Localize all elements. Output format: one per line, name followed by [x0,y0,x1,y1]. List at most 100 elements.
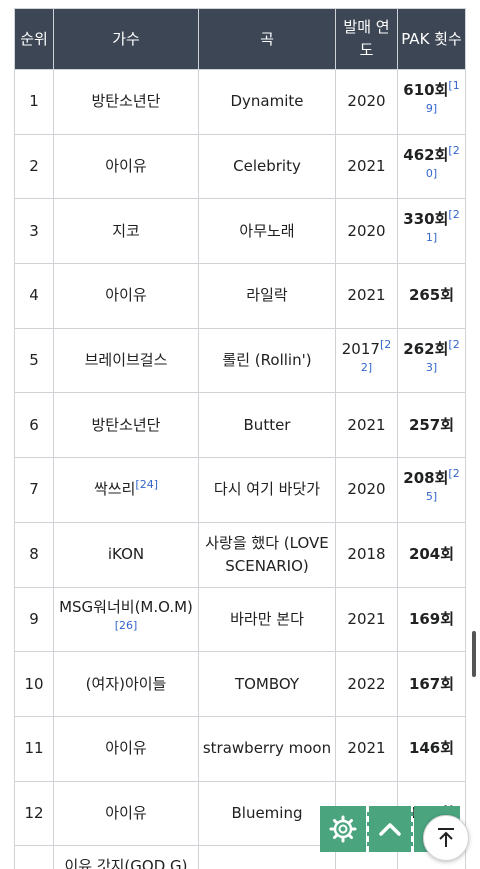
year-cell-text: 2021 [347,739,386,758]
rank-cell: 6 [14,392,54,459]
pak-cell: 169회 [397,586,466,653]
artist-cell: 이유 갓지(GOD G) 않은 이유[27] [53,845,199,869]
year-cell: 2021 [335,392,398,459]
rank-cell-text: 6 [29,415,39,434]
pak-cell: 610회[19] [397,69,466,135]
year-cell-text: 2020 [347,92,386,111]
header-song: 곡 [198,8,336,70]
song-cell: Butter [198,392,336,459]
rank-cell-text: 9 [29,609,39,628]
rank-cell: 4 [14,263,54,329]
table-row: 11 아이유 strawberry moon 2021 146회 [14,715,466,782]
reference-link[interactable]: [24] [135,478,158,492]
reference-link[interactable]: [22] [360,337,392,374]
pak-cell-text: 262회 [403,339,449,358]
song-cell-text: strawberry moon [202,739,332,758]
table-row: 2 아이유 Celebrity 2021 462회[20] [14,133,466,200]
song-cell: 레옹 [198,845,336,869]
pak-cell: 204회 [397,521,466,588]
pak-cell-text: 610회 [403,80,449,99]
artist-cell: iKON [53,521,199,588]
reference-link[interactable]: [19] [425,78,460,115]
year-cell: 2021 [335,715,398,782]
settings-button[interactable] [320,806,366,852]
pak-cell-text: 265회 [408,286,455,305]
table-row: 3 지코 아무노래 2020 330회[21] [14,198,466,265]
year-cell-text: 2017 [341,339,380,358]
rank-cell: 7 [14,457,54,523]
artist-cell-text: 방탄소년단 [91,92,161,111]
song-cell: 라일락 [198,263,336,329]
scroll-up-button[interactable] [367,806,413,852]
artist-cell: 아이유 [53,263,199,329]
pak-cell-text: 204회 [408,545,455,564]
header-pak-count: PAK 횟수 [397,8,466,70]
song-cell: TOMBOY [198,651,336,717]
rank-cell-text: 2 [29,157,39,176]
artist-cell: 지코 [53,198,199,265]
scrollbar-thumb[interactable] [472,631,476,677]
year-cell: 2020 [335,457,398,523]
year-cell: 2021 [335,263,398,329]
rank-cell-text: 7 [29,480,39,499]
artist-cell-text: 아이유 [105,157,147,176]
pak-cell-text: 257회 [408,415,455,434]
artist-cell-text: iKON [107,545,145,564]
year-cell: 2021 [335,133,398,200]
artist-cell-text: (여자)아이들 [85,674,167,693]
song-cell: Celebrity [198,133,336,200]
table-row: 1 방탄소년단 Dynamite 2020 610회[19] [14,69,466,135]
year-cell-text: 2022 [347,674,386,693]
rank-cell-text: 12 [24,803,44,822]
pak-cell-text: 169회 [408,609,455,628]
artist-cell-text: 이유 갓지(GOD G) 않은 이유 [64,857,188,869]
rank-cell: 11 [14,715,54,782]
table-row: 7 싹쓰리[24] 다시 여기 바닷가 2020 208회[25] [14,457,466,523]
artist-cell-text: 아이유 [105,739,147,758]
reference-link[interactable]: [20] [425,143,460,180]
song-cell: 다시 여기 바닷가 [198,457,336,523]
reference-link[interactable]: [26] [114,619,138,633]
artist-cell: 싹쓰리[24] [53,457,199,523]
header-artist: 가수 [53,8,199,70]
song-cell: 사랑을 했다 (LOVE SCENARIO) [198,521,336,588]
song-cell-text: TOMBOY [234,674,300,693]
pak-cell: 167회 [397,651,466,717]
back-to-top-button[interactable] [423,815,469,861]
artist-cell: MSG워너비(M.O.M) [26] [53,586,199,653]
pak-cell-text: 146회 [408,739,455,758]
reference-link[interactable]: [25] [425,466,460,503]
chevron-up-icon [379,823,401,836]
pak-cell: 146회 [397,715,466,782]
rank-cell-text: 4 [29,286,39,305]
rank-cell: 8 [14,521,54,588]
table-row: 8 iKON 사랑을 했다 (LOVE SCENARIO) 2018 204회 [14,521,466,588]
artist-cell: 아이유 [53,133,199,200]
pak-cell-text: 330회 [403,210,449,229]
year-cell: 2017[22] [335,327,398,394]
song-cell: 바라만 본다 [198,586,336,653]
table-row: 4 아이유 라일락 2021 265회 [14,263,466,329]
pak-cell: 208회[25] [397,457,466,523]
artist-cell-text: 지코 [112,221,140,240]
artist-cell-text: MSG워너비(M.O.M) [59,598,193,617]
song-cell: strawberry moon [198,715,336,782]
artist-cell-text: 아이유 [105,803,147,822]
pak-cell-text: 167회 [408,674,455,693]
artist-cell: (여자)아이들 [53,651,199,717]
song-cell: Blueming [198,780,336,847]
song-cell-text: Blueming [231,803,303,822]
reference-link[interactable]: [23] [425,337,460,374]
song-cell: 롤린 (Rollin') [198,327,336,394]
table-row: 10 (여자)아이들 TOMBOY 2022 167회 [14,651,466,717]
reference-link[interactable]: [21] [425,208,460,245]
header-release-year: 발매 연도 [335,8,398,70]
pak-cell: 330회[21] [397,198,466,265]
table-header-row: 순위 가수 곡 발매 연도 PAK 횟수 [14,8,466,70]
rank-cell: 5 [14,327,54,394]
song-cell-text: Celebrity [233,157,301,176]
year-cell: 2020 [335,198,398,265]
pak-cell: 257회 [397,392,466,459]
header-rank: 순위 [14,8,54,70]
artist-cell: 브레이브걸스 [53,327,199,394]
